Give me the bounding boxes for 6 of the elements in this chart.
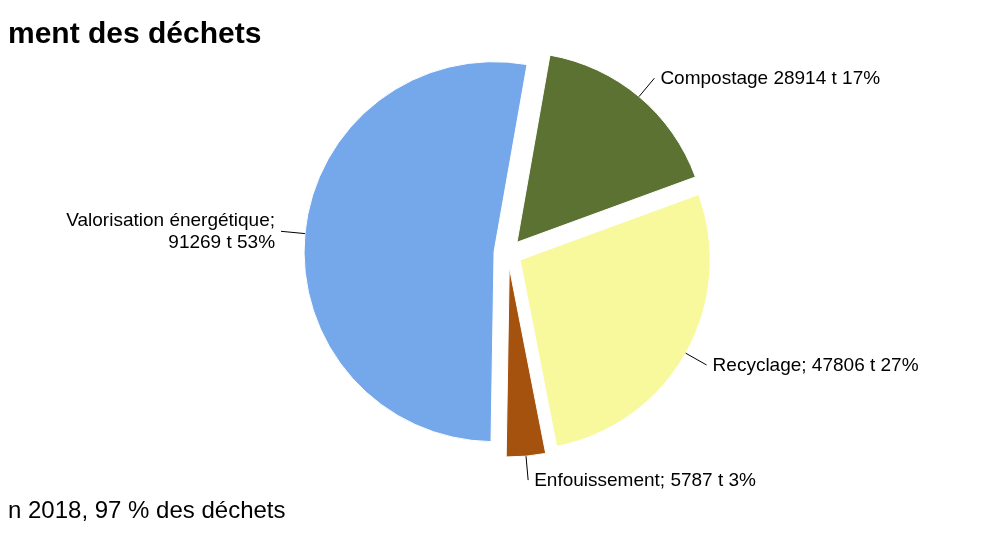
slice-label: Compostage 28914 t 17% — [660, 67, 881, 89]
slice-label: Enfouissement; 5787 t 3% — [534, 469, 757, 491]
text: n 2018, 97 % des déchets — [8, 496, 286, 524]
slice-label: Recyclage; 47806 t 27% — [712, 353, 919, 375]
slice-label: Valorisation énergétique; 91269 t 53% — [66, 209, 276, 253]
chart-title: ment des déchets — [8, 16, 262, 50]
